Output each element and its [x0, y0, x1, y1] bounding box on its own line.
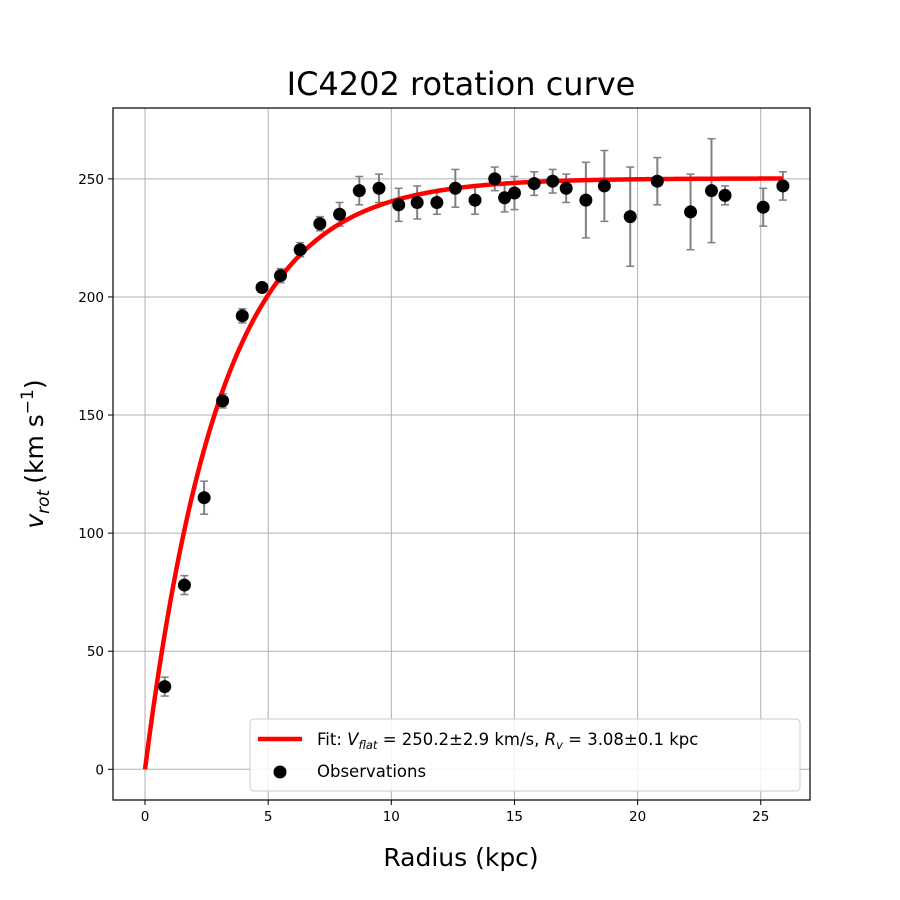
chart-title: IC4202 rotation curve	[287, 65, 636, 103]
y-tick-label: 0	[95, 762, 104, 778]
x-tick-label: 5	[264, 809, 273, 825]
observation-point	[313, 217, 327, 231]
observation-points	[158, 172, 790, 694]
observation-point	[623, 210, 637, 224]
fit-curve	[142, 176, 784, 770]
grid	[113, 108, 810, 800]
legend-fit-prefix: Fit:	[317, 730, 347, 749]
observation-point	[352, 184, 366, 198]
y-label-close: )	[20, 379, 49, 389]
x-tick-labels: 0 5 10 15 20 25	[141, 809, 770, 825]
observation-point	[718, 188, 732, 202]
observation-point	[255, 280, 269, 294]
observation-point	[293, 243, 307, 257]
x-tick-label: 0	[141, 809, 150, 825]
y-tick-labels: 0 50 100 150 200 250	[78, 172, 104, 778]
y-axis-label: vrot (km s−1)	[18, 379, 54, 528]
observation-point	[468, 193, 482, 207]
legend-rv-subscript: v	[556, 738, 563, 752]
y-label-unit: (km s	[20, 414, 49, 484]
observation-point	[273, 269, 287, 283]
x-axis-label: Radius (kpc)	[383, 843, 538, 872]
observation-point	[333, 207, 347, 221]
x-tick-label: 10	[383, 809, 400, 825]
y-tick-label: 250	[78, 172, 104, 188]
observation-point	[546, 174, 560, 188]
legend-vflat-value: = 250.2±2.9 km/s,	[377, 730, 544, 749]
observation-point	[177, 578, 191, 592]
observation-point	[372, 181, 386, 195]
observation-point	[410, 195, 424, 209]
observation-point	[488, 172, 502, 186]
observation-point	[448, 181, 462, 195]
y-label-subscript: rot	[34, 488, 54, 513]
x-tick-label: 25	[752, 809, 769, 825]
legend-vflat-subscript: flat	[358, 738, 377, 752]
y-label-exponent: −1	[18, 389, 38, 414]
y-tick-label: 100	[78, 526, 104, 542]
observation-point	[158, 680, 172, 694]
y-label-symbol: v	[20, 513, 49, 529]
x-tick-label: 20	[629, 809, 646, 825]
observation-point	[507, 186, 521, 200]
observation-point	[650, 174, 664, 188]
legend-fit-label: Fit: Vflat = 250.2±2.9 km/s, Rv = 3.08±0…	[317, 730, 698, 752]
observation-point	[756, 200, 770, 214]
legend-observations-label: Observations	[317, 762, 426, 781]
fit-curve-group	[142, 176, 784, 770]
observation-point	[527, 177, 541, 191]
legend-rv-symbol: R	[545, 730, 556, 749]
axis-ticks	[108, 178, 762, 805]
observation-point	[235, 309, 249, 323]
observation-point	[704, 184, 718, 198]
y-tick-label: 150	[78, 408, 104, 424]
y-tick-label: 200	[78, 290, 104, 306]
legend-rv-value: = 3.08±0.1 kpc	[563, 730, 698, 749]
observation-point	[498, 191, 512, 205]
legend: Fit: Vflat = 250.2±2.9 km/s, Rv = 3.08±0…	[249, 718, 801, 792]
observation-point	[216, 394, 230, 408]
observation-point	[197, 491, 211, 505]
observation-point	[559, 181, 573, 195]
y-tick-label: 50	[87, 644, 104, 660]
plot-frame	[112, 107, 811, 801]
observation-point	[430, 195, 444, 209]
observation-point	[776, 179, 790, 193]
observation-point	[579, 193, 593, 207]
observation-point	[684, 205, 698, 219]
legend-vflat-symbol: V	[347, 730, 360, 749]
legend-box	[249, 718, 801, 792]
legend-observations-marker	[273, 765, 287, 779]
x-tick-label: 15	[506, 809, 523, 825]
observation-point	[597, 179, 611, 193]
observation-point	[392, 198, 406, 212]
